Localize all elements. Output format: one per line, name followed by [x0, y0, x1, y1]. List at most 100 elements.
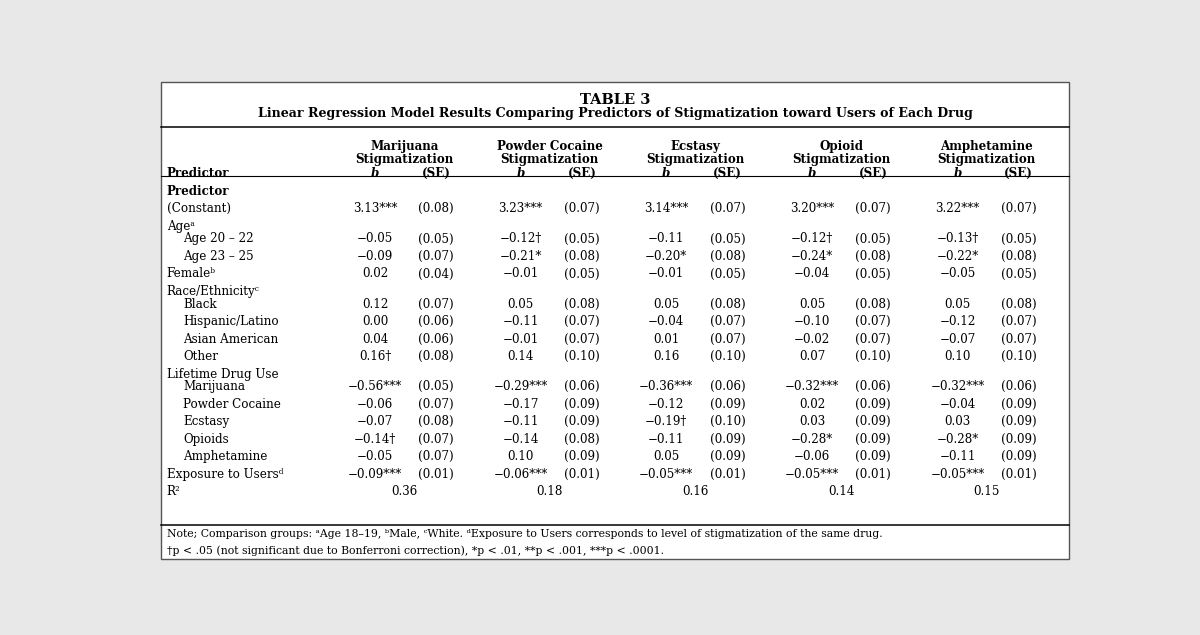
Text: −0.04: −0.04	[794, 267, 830, 281]
Text: Amphetamine: Amphetamine	[184, 450, 268, 464]
Text: (0.07): (0.07)	[419, 450, 454, 464]
Text: (0.07): (0.07)	[856, 315, 890, 328]
Text: −0.07: −0.07	[356, 415, 394, 429]
Text: (0.08): (0.08)	[564, 298, 600, 311]
Text: (0.09): (0.09)	[564, 450, 600, 464]
Text: (0.09): (0.09)	[564, 398, 600, 411]
Text: −0.05***: −0.05***	[640, 468, 694, 481]
Text: 3.14***: 3.14***	[644, 203, 689, 215]
Text: (0.05): (0.05)	[564, 267, 600, 281]
Text: −0.11: −0.11	[503, 315, 539, 328]
Text: Powder Cocaine: Powder Cocaine	[184, 398, 281, 411]
Text: (0.07): (0.07)	[1001, 333, 1037, 345]
Text: (0.09): (0.09)	[1001, 433, 1037, 446]
Text: (SE): (SE)	[713, 166, 742, 180]
Text: Predictor: Predictor	[167, 166, 229, 180]
Text: Marijuana: Marijuana	[370, 140, 438, 153]
Text: (0.09): (0.09)	[856, 398, 890, 411]
Text: Stigmatization: Stigmatization	[355, 153, 454, 166]
Text: Stigmatization: Stigmatization	[937, 153, 1036, 166]
Text: (SE): (SE)	[568, 166, 596, 180]
Text: b: b	[662, 166, 671, 180]
Text: (0.08): (0.08)	[564, 433, 600, 446]
Text: −0.28*: −0.28*	[791, 433, 833, 446]
Text: (0.05): (0.05)	[709, 232, 745, 246]
Text: (0.07): (0.07)	[1001, 203, 1037, 215]
Text: (0.10): (0.10)	[856, 351, 890, 363]
Text: −0.14†: −0.14†	[354, 433, 396, 446]
Text: −0.11: −0.11	[648, 433, 684, 446]
Text: −0.19†: −0.19†	[646, 415, 688, 429]
Text: −0.32***: −0.32***	[930, 380, 985, 394]
Text: (0.08): (0.08)	[709, 298, 745, 311]
Text: (0.07): (0.07)	[419, 398, 454, 411]
Text: −0.06: −0.06	[356, 398, 394, 411]
Text: Ecstasy: Ecstasy	[184, 415, 229, 429]
Text: −0.01: −0.01	[648, 267, 684, 281]
Text: (0.10): (0.10)	[709, 351, 745, 363]
Text: 0.05: 0.05	[653, 298, 679, 311]
Text: 0.05: 0.05	[508, 298, 534, 311]
Text: 0.14: 0.14	[508, 351, 534, 363]
Text: †p < .05 (not significant due to Bonferroni correction), *p < .01, **p < .001, *: †p < .05 (not significant due to Bonferr…	[167, 545, 664, 556]
Text: (0.07): (0.07)	[564, 315, 600, 328]
Text: −0.04: −0.04	[940, 398, 976, 411]
Text: (0.07): (0.07)	[709, 315, 745, 328]
Text: (0.08): (0.08)	[419, 415, 454, 429]
Text: Opioids: Opioids	[184, 433, 229, 446]
Text: 0.01: 0.01	[653, 333, 679, 345]
Text: −0.24*: −0.24*	[791, 250, 833, 263]
Text: 0.02: 0.02	[799, 398, 826, 411]
Text: (0.06): (0.06)	[856, 380, 890, 394]
FancyBboxPatch shape	[161, 82, 1069, 559]
Text: 0.10: 0.10	[508, 450, 534, 464]
Text: (0.08): (0.08)	[856, 298, 890, 311]
Text: 0.02: 0.02	[362, 267, 388, 281]
Text: (0.05): (0.05)	[856, 232, 890, 246]
Text: 0.03: 0.03	[944, 415, 971, 429]
Text: (0.07): (0.07)	[419, 433, 454, 446]
Text: (0.08): (0.08)	[1001, 250, 1037, 263]
Text: 0.10: 0.10	[944, 351, 971, 363]
Text: −0.01: −0.01	[503, 267, 539, 281]
Text: 0.14: 0.14	[828, 485, 854, 498]
Text: 0.16: 0.16	[683, 485, 709, 498]
Text: (SE): (SE)	[421, 166, 451, 180]
Text: (Constant): (Constant)	[167, 203, 230, 215]
Text: Race/Ethnicityᶜ: Race/Ethnicityᶜ	[167, 285, 259, 298]
Text: (0.06): (0.06)	[419, 315, 454, 328]
Text: (0.06): (0.06)	[564, 380, 600, 394]
Text: Powder Cocaine: Powder Cocaine	[497, 140, 602, 153]
Text: (0.07): (0.07)	[564, 203, 600, 215]
Text: 0.15: 0.15	[973, 485, 1000, 498]
Text: −0.12: −0.12	[940, 315, 976, 328]
Text: Amphetamine: Amphetamine	[941, 140, 1033, 153]
Text: (0.10): (0.10)	[1001, 351, 1037, 363]
Text: −0.32***: −0.32***	[785, 380, 839, 394]
Text: (0.07): (0.07)	[856, 333, 890, 345]
Text: (0.04): (0.04)	[419, 267, 454, 281]
Text: Hispanic/Latino: Hispanic/Latino	[184, 315, 280, 328]
Text: Marijuana: Marijuana	[184, 380, 246, 394]
Text: −0.22*: −0.22*	[936, 250, 979, 263]
Text: (0.09): (0.09)	[709, 433, 745, 446]
Text: Stigmatization: Stigmatization	[500, 153, 599, 166]
Text: 0.03: 0.03	[799, 415, 826, 429]
Text: −0.11: −0.11	[940, 450, 976, 464]
Text: Stigmatization: Stigmatization	[792, 153, 890, 166]
Text: Age 20 – 22: Age 20 – 22	[184, 232, 254, 246]
Text: 0.05: 0.05	[944, 298, 971, 311]
Text: (0.09): (0.09)	[1001, 415, 1037, 429]
Text: 0.07: 0.07	[799, 351, 826, 363]
Text: 0.16†: 0.16†	[359, 351, 391, 363]
Text: −0.05***: −0.05***	[930, 468, 985, 481]
Text: (0.05): (0.05)	[564, 232, 600, 246]
Text: −0.36***: −0.36***	[640, 380, 694, 394]
Text: (0.01): (0.01)	[1001, 468, 1037, 481]
Text: 0.12: 0.12	[362, 298, 389, 311]
Text: 0.16: 0.16	[653, 351, 679, 363]
Text: −0.11: −0.11	[648, 232, 684, 246]
Text: (0.08): (0.08)	[419, 203, 454, 215]
Text: −0.12: −0.12	[648, 398, 684, 411]
Text: (0.10): (0.10)	[709, 415, 745, 429]
